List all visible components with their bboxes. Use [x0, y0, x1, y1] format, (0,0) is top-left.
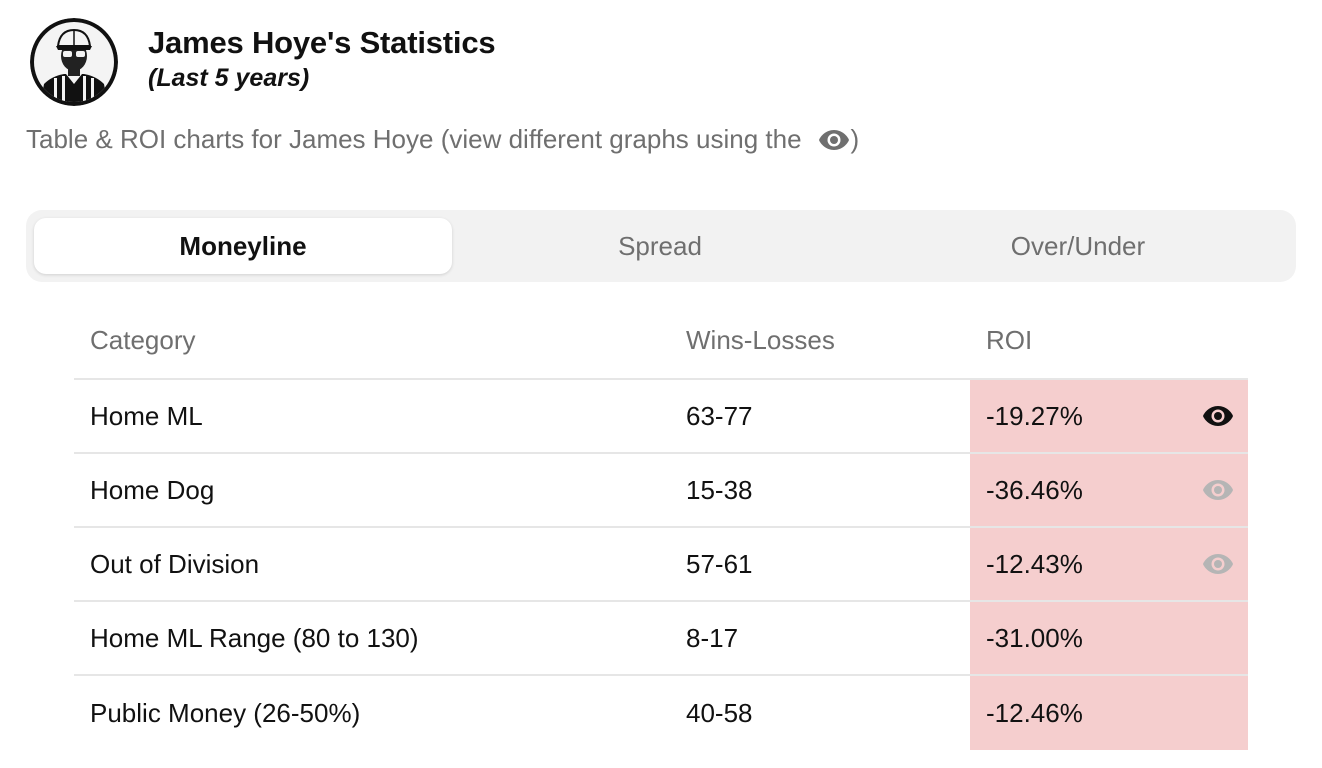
- table-row: Home ML 63-77 -19.27%: [74, 380, 1248, 454]
- tab-spread[interactable]: Spread: [618, 230, 702, 261]
- table-row: Home Dog 15-38 -36.46%: [74, 454, 1248, 528]
- row-category: Home ML: [90, 400, 203, 431]
- stats-table: Category Wins-Losses ROI Home ML 63-77 -…: [74, 302, 1248, 750]
- table-row: Public Money (26-50%) 40-58 -12.46%: [74, 676, 1248, 750]
- row-wins-losses: 63-77: [686, 400, 753, 431]
- tab-over-under[interactable]: Over/Under: [1010, 230, 1146, 261]
- eye-icon[interactable]: [1202, 551, 1234, 577]
- row-category: Home Dog: [90, 474, 215, 505]
- header-wins-losses: Wins-Losses: [686, 324, 835, 355]
- header-roi: ROI: [986, 324, 1033, 355]
- row-roi-cell: -19.27%: [970, 380, 1248, 452]
- row-category: Public Money (26-50%): [90, 697, 361, 728]
- profile-header: James Hoye's Statistics (Last 5 years): [30, 18, 496, 106]
- page-title: James Hoye's Statistics: [148, 25, 496, 60]
- row-roi-cell: -12.46%: [970, 676, 1248, 750]
- row-roi: -31.00%: [986, 622, 1083, 653]
- row-roi: -12.46%: [986, 697, 1083, 728]
- row-wins-losses: 40-58: [686, 697, 753, 728]
- description-closing: ): [850, 124, 860, 154]
- row-roi: -36.46%: [986, 474, 1083, 505]
- table-header: Category Wins-Losses ROI: [74, 302, 1248, 380]
- referee-avatar: [30, 18, 118, 106]
- row-roi-cell: -12.43%: [970, 528, 1248, 600]
- description-text: Table & ROI charts for James Hoye (view …: [26, 124, 802, 154]
- row-category: Out of Division: [90, 548, 260, 579]
- table-row: Out of Division 57-61 -12.43%: [74, 528, 1248, 602]
- tab-moneyline[interactable]: Moneyline: [34, 218, 452, 274]
- eye-icon[interactable]: [1202, 477, 1234, 503]
- row-wins-losses: 8-17: [686, 622, 739, 653]
- eye-icon[interactable]: [1202, 403, 1234, 429]
- table-row: Home ML Range (80 to 130) 8-17 -31.00%: [74, 602, 1248, 676]
- row-roi-cell: -31.00%: [970, 602, 1248, 674]
- row-category: Home ML Range (80 to 130): [90, 622, 419, 653]
- title-block: James Hoye's Statistics (Last 5 years): [148, 24, 496, 94]
- row-roi: -12.43%: [986, 548, 1083, 579]
- eye-icon: [818, 127, 850, 153]
- row-roi: -19.27%: [986, 400, 1083, 431]
- row-wins-losses: 57-61: [686, 548, 753, 579]
- row-wins-losses: 15-38: [686, 474, 753, 505]
- page-subtitle: (Last 5 years): [148, 64, 310, 92]
- bet-type-tabs: Moneyline Spread Over/Under: [26, 210, 1296, 282]
- row-roi-cell: -36.46%: [970, 454, 1248, 526]
- header-category: Category: [90, 324, 196, 355]
- page-description: Table & ROI charts for James Hoye (view …: [26, 124, 859, 155]
